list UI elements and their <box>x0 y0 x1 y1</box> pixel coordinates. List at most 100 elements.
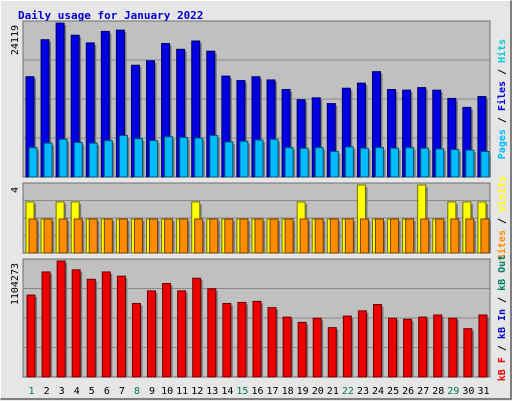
kbf-bar <box>26 294 36 378</box>
pages-bar <box>209 134 219 178</box>
x-tick-label: 5 <box>89 386 95 397</box>
kbf-bar <box>418 316 428 378</box>
kbf-bar <box>192 277 202 378</box>
pages-bar <box>118 134 128 178</box>
right-label-middle: Sites / Visits <box>496 176 508 260</box>
kbf-bar <box>388 317 398 378</box>
sites-bar <box>224 218 234 254</box>
pages-bar <box>28 147 38 178</box>
x-tick-label: 25 <box>387 386 399 397</box>
kbf-bar <box>252 300 262 378</box>
x-tick-label: 14 <box>221 386 233 397</box>
sites-bar <box>73 218 83 254</box>
pages-bar <box>284 147 294 178</box>
right-label-part: Sites <box>496 230 508 260</box>
sites-bar <box>329 218 339 254</box>
x-tick-label: 27 <box>417 386 429 397</box>
sites-bar <box>179 218 189 254</box>
sites-bar <box>149 218 159 254</box>
kbf-bar <box>327 327 337 378</box>
pages-bar <box>103 140 113 178</box>
sites-bar <box>420 218 430 254</box>
x-tick-label: 17 <box>267 386 279 397</box>
pages-bar <box>58 138 68 178</box>
sites-bar <box>269 218 279 254</box>
pages-bar <box>344 146 354 178</box>
x-tick-label: 8 <box>134 386 140 397</box>
pages-bar <box>149 140 159 178</box>
sites-bar <box>133 218 143 254</box>
sites-bar <box>374 218 384 254</box>
x-tick-label: 24 <box>372 386 384 397</box>
x-tick-label: 29 <box>447 386 459 397</box>
visits_sites-panel: 4 <box>10 182 491 254</box>
right-label-part: Files <box>496 81 508 111</box>
sites-bar <box>194 218 204 254</box>
sites-bar <box>88 218 98 254</box>
sites-bar <box>405 218 415 254</box>
sites-bar <box>164 218 174 254</box>
x-tick-label: 16 <box>251 386 263 397</box>
x-tick-label: 28 <box>432 386 444 397</box>
right-label-part: kB In <box>497 309 508 339</box>
x-tick-label: 18 <box>282 386 294 397</box>
sites-bar <box>465 218 475 254</box>
x-tick-label: 10 <box>161 386 173 397</box>
pages-bar <box>435 148 445 178</box>
pages-bar <box>73 142 83 178</box>
pages-bar <box>405 147 415 178</box>
kbf-bar <box>56 260 66 378</box>
x-tick-label: 21 <box>327 386 339 397</box>
pages-bar <box>450 149 460 178</box>
y-max-label: 1104273 <box>10 263 21 305</box>
kbf-bar <box>297 321 307 378</box>
kbf-bar <box>237 301 247 378</box>
sites-bar <box>435 218 445 254</box>
x-tick-label: 20 <box>312 386 324 397</box>
kbf-bar <box>342 315 352 378</box>
right-label-part: / <box>497 291 508 309</box>
pages-bar <box>359 147 369 178</box>
pages-bar <box>164 136 174 178</box>
kbf-bar <box>147 290 157 378</box>
kbf-bar <box>372 304 382 378</box>
pages-bar <box>179 136 189 178</box>
sites-bar <box>314 218 324 254</box>
sites-bar <box>118 218 128 254</box>
right-label-part: / <box>497 339 508 357</box>
x-tick-label: 22 <box>342 386 354 397</box>
kbf-bar <box>116 275 126 378</box>
sites-bar <box>103 218 113 254</box>
x-tick-label: 4 <box>74 386 80 397</box>
sites-bar <box>284 218 294 254</box>
pages-bar <box>329 150 339 178</box>
pages-bar <box>390 147 400 178</box>
kbf-bar <box>448 317 458 378</box>
right-label-part: / <box>497 111 508 129</box>
pages-bar <box>465 149 475 178</box>
sites-bar <box>254 218 264 254</box>
pages-bar <box>314 147 324 178</box>
x-tick-label: 30 <box>462 386 474 397</box>
sites-bar <box>239 218 249 254</box>
kbf-bar <box>41 271 51 378</box>
sites-bar <box>359 218 369 254</box>
sites-bar <box>450 218 460 254</box>
kbytes-panel: 1104273 <box>10 258 491 378</box>
sites-bar <box>344 218 354 254</box>
x-axis-ticks: 1 2 3 4 5 6 7 8 9 10 11 12 13 14 15 16 17 18 19 20 21 22 23 24 2… <box>29 386 490 397</box>
right-label-part: / <box>497 63 508 81</box>
pages-bar <box>374 147 384 178</box>
x-tick-label: 12 <box>191 386 203 397</box>
pages-bar <box>133 138 143 178</box>
sites-bar <box>43 218 53 254</box>
kbf-bar <box>207 288 217 378</box>
x-tick-label: 11 <box>176 386 188 397</box>
x-tick-label: 13 <box>206 386 218 397</box>
kbf-bar <box>222 302 232 378</box>
kbf-bar <box>131 302 141 378</box>
x-tick-label: 2 <box>44 386 50 397</box>
right-label-part: Visits <box>496 176 508 212</box>
pages-bar <box>194 137 204 178</box>
